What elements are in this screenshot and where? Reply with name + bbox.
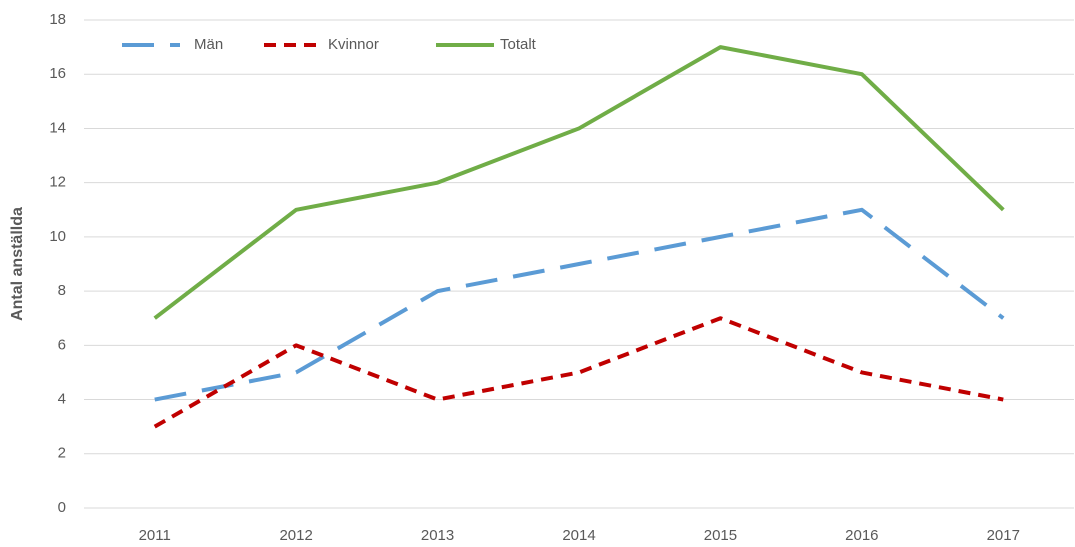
x-tick-label: 2011	[139, 527, 171, 544]
y-tick-label: 6	[58, 336, 66, 353]
line-series	[153, 316, 1004, 429]
y-tick-label: 0	[58, 499, 66, 516]
y-tick-label: 8	[58, 282, 66, 299]
x-tick-label: 2017	[987, 527, 1020, 544]
y-tick-label: 2	[58, 445, 66, 462]
y-tick-label: 14	[49, 119, 66, 136]
y-axis-label: Antal anställda	[9, 207, 26, 321]
x-tick-label: 2014	[562, 527, 595, 544]
line-series	[153, 45, 1005, 320]
x-tick-label: 2013	[421, 527, 454, 544]
x-tick-label: 2015	[704, 527, 737, 544]
y-tick-label: 4	[58, 391, 66, 408]
y-tick-label: 18	[49, 11, 66, 28]
legend-label: Män	[194, 36, 223, 53]
y-tick-label: 10	[49, 228, 66, 245]
y-tick-label: 12	[49, 174, 66, 191]
legend-label: Kvinnor	[328, 36, 379, 53]
legend-label: Totalt	[500, 36, 537, 53]
y-tick-label: 16	[49, 65, 66, 82]
x-tick-label: 2012	[279, 527, 312, 544]
line-series	[154, 207, 1005, 402]
x-tick-label: 2016	[845, 527, 878, 544]
